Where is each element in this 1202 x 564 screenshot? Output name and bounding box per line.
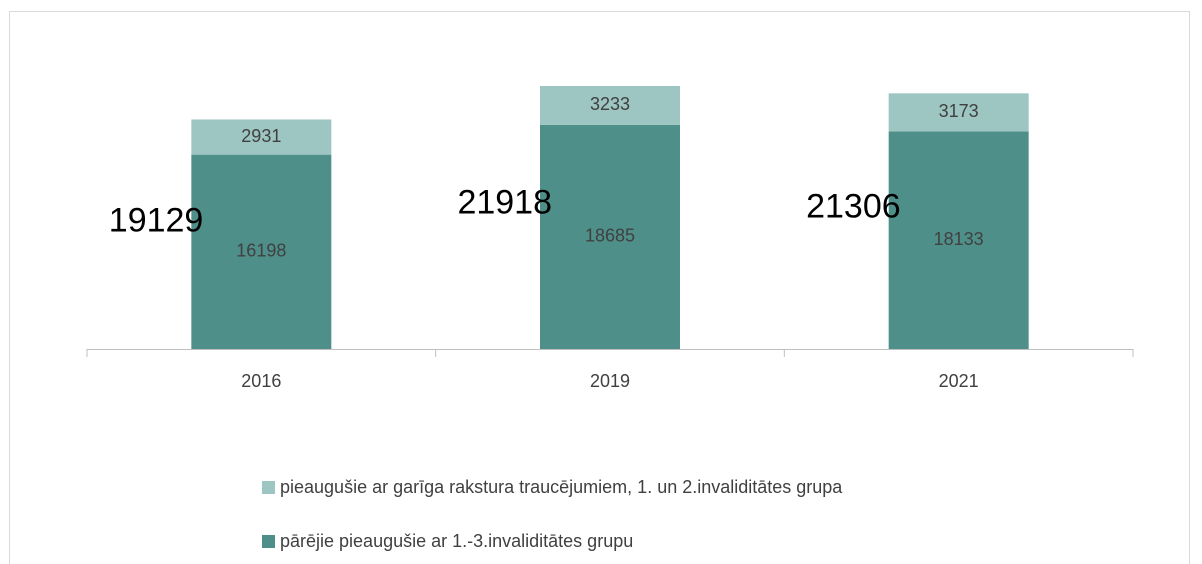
legend-swatch [262,481,275,494]
legend-swatch [262,535,275,548]
data-label: 16198 [236,241,286,261]
total-label: 19129 [109,202,204,240]
legend-label: pieaugušie ar garīga rakstura traucējumi… [280,477,843,497]
total-label: 21918 [457,183,552,221]
x-tick-label: 2019 [590,371,630,391]
chart-border [9,11,1190,564]
legend-label: pārējie pieaugušie ar 1.-3.invaliditātes… [280,531,633,551]
bar-segment [191,119,332,155]
bar-segment [888,131,1029,349]
bar-segment [888,93,1029,132]
data-label: 18685 [585,226,635,246]
bar-segment [191,154,332,349]
x-tick-label: 2016 [241,371,281,391]
data-label: 2931 [241,126,281,146]
bar-segment [540,124,680,349]
x-tick-label: 2021 [939,371,979,391]
bar-segment [540,86,680,125]
total-label: 21306 [806,187,901,225]
data-label: 3233 [590,94,630,114]
data-label: 3173 [939,101,979,121]
data-label: 18133 [934,229,984,249]
